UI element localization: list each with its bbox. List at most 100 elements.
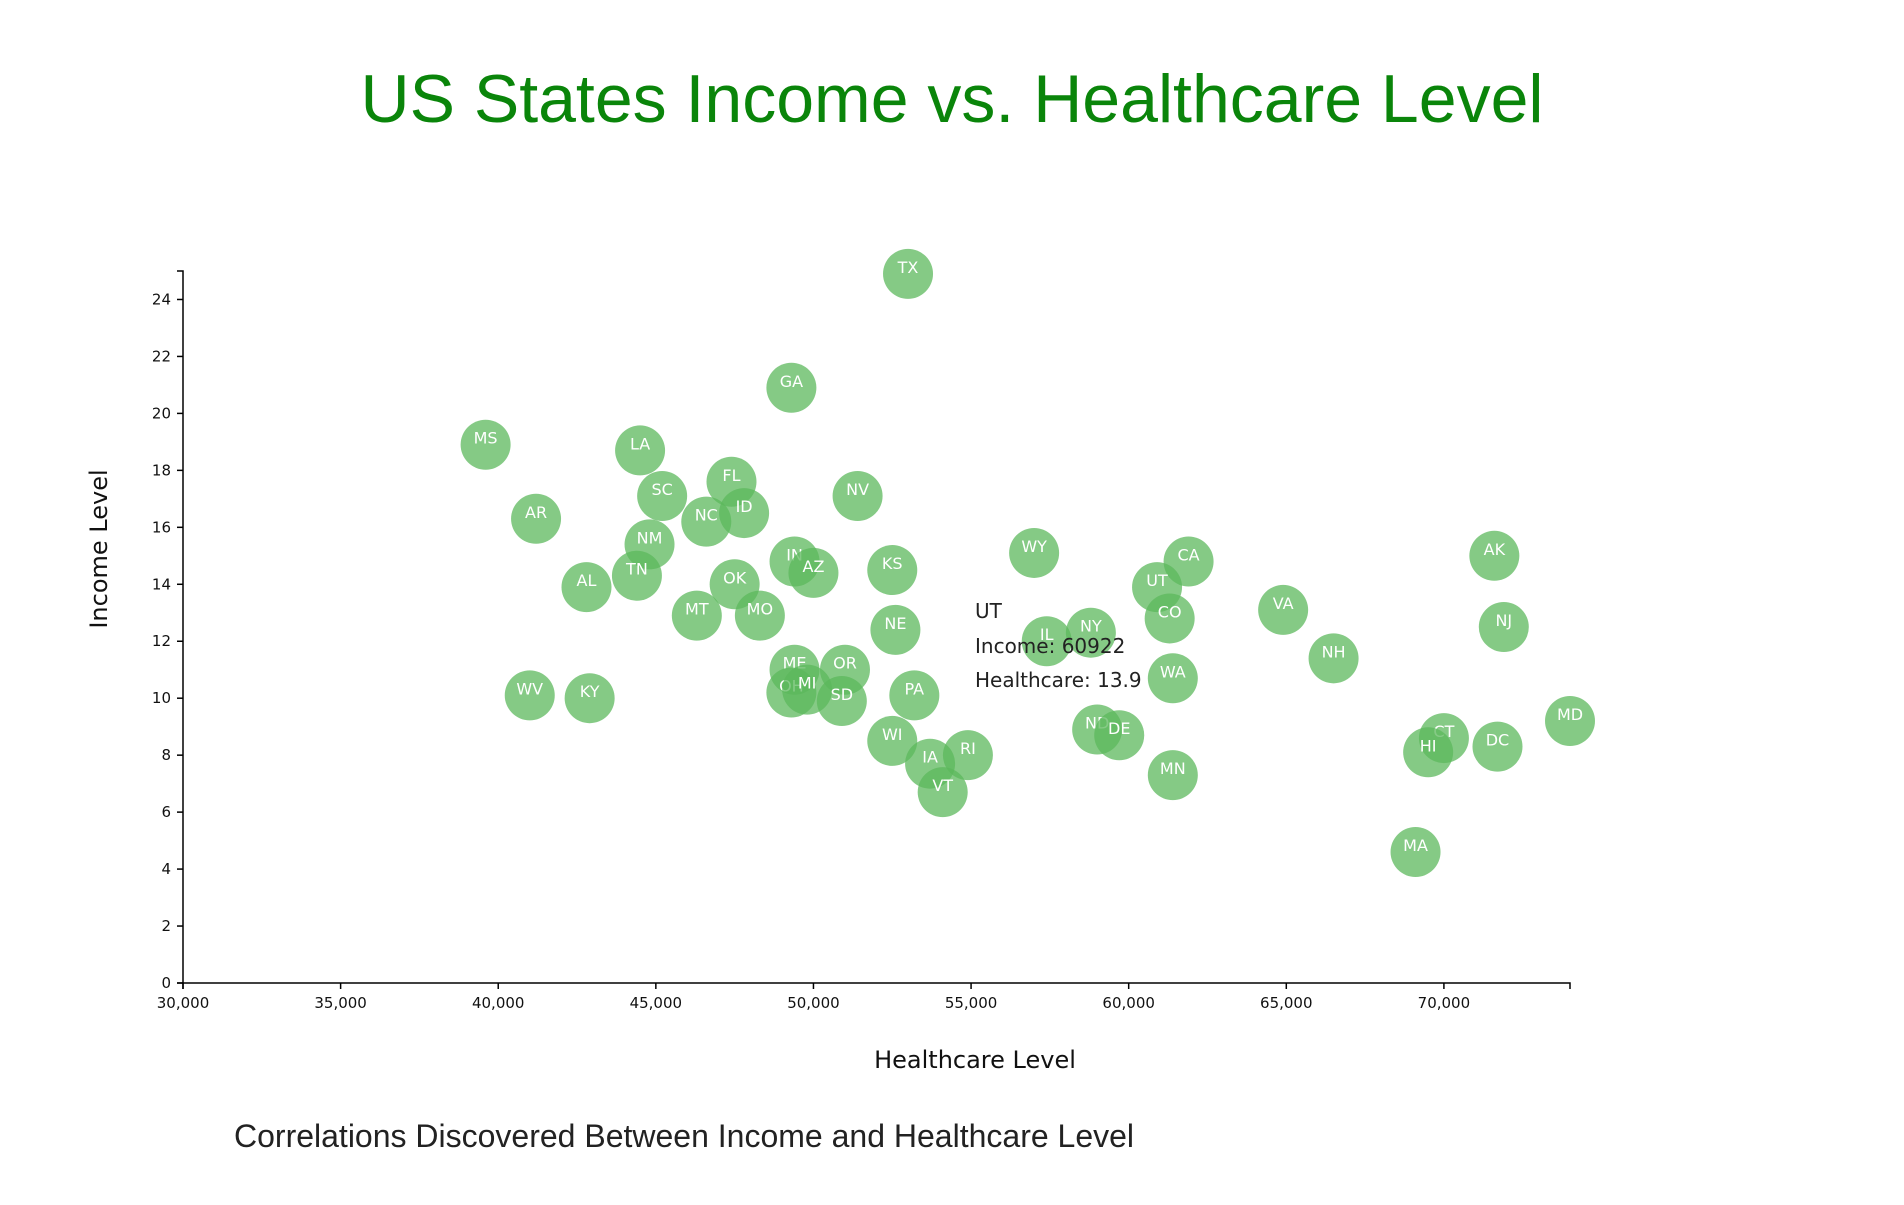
state-circle[interactable]	[719, 488, 770, 539]
state-circle[interactable]	[511, 493, 562, 544]
state-circle[interactable]	[561, 562, 612, 613]
tooltip-state: UT	[975, 599, 1003, 623]
state-circle[interactable]	[942, 730, 993, 781]
state-bubble-wy[interactable]: WY	[1009, 527, 1060, 578]
state-circle[interactable]	[1147, 750, 1198, 801]
state-bubble-ak[interactable]: AK	[1469, 530, 1520, 581]
x-tick-label: 45,000	[630, 994, 683, 1012]
state-circle[interactable]	[889, 670, 940, 721]
state-circle[interactable]	[1009, 527, 1060, 578]
state-bubble-nc[interactable]: NC	[681, 496, 732, 547]
state-label: WA	[1160, 662, 1186, 681]
state-circle[interactable]	[504, 670, 555, 721]
y-tick-label: 24	[152, 290, 171, 308]
state-bubble-de[interactable]: DE	[1094, 710, 1145, 761]
state-bubble-ar[interactable]: AR	[511, 493, 562, 544]
state-label: GA	[780, 372, 803, 391]
state-bubble-pa[interactable]: PA	[889, 670, 940, 721]
state-bubble-vt[interactable]: VT	[917, 767, 968, 818]
state-bubble-sd[interactable]: SD	[816, 676, 867, 727]
state-label: RI	[960, 739, 976, 758]
state-bubble-hi[interactable]: HI	[1403, 727, 1454, 778]
state-bubble-wi[interactable]: WI	[867, 715, 918, 766]
state-circle[interactable]	[460, 419, 511, 470]
state-bubble-az[interactable]: AZ	[788, 547, 839, 598]
state-label: CA	[1178, 545, 1200, 564]
state-circle[interactable]	[816, 676, 867, 727]
state-label: IL	[1040, 625, 1054, 644]
state-bubble-ms[interactable]: MS	[460, 419, 511, 470]
state-circle[interactable]	[734, 590, 785, 641]
state-circle[interactable]	[788, 547, 839, 598]
state-circle[interactable]	[766, 362, 817, 413]
state-circle[interactable]	[867, 545, 918, 596]
state-label: MI	[798, 674, 817, 693]
state-circle[interactable]	[917, 767, 968, 818]
state-bubble-il[interactable]: IL	[1021, 616, 1072, 667]
state-circle[interactable]	[671, 590, 722, 641]
x-tick-label: 55,000	[945, 994, 998, 1012]
state-label: MN	[1160, 759, 1186, 778]
state-bubble-wa[interactable]: WA	[1147, 653, 1198, 704]
state-circle[interactable]	[867, 715, 918, 766]
state-label: SC	[651, 480, 672, 499]
state-bubble-ne[interactable]: NE	[870, 604, 921, 655]
state-circle[interactable]	[1065, 607, 1116, 658]
state-circle[interactable]	[1021, 616, 1072, 667]
state-bubble-nv[interactable]: NV	[832, 470, 883, 521]
state-bubble-ks[interactable]: KS	[867, 545, 918, 596]
state-label: MA	[1403, 836, 1428, 855]
state-circle[interactable]	[564, 673, 615, 724]
state-bubble-ga[interactable]: GA	[766, 362, 817, 413]
state-circle[interactable]	[1390, 826, 1441, 877]
state-bubble-sc[interactable]: SC	[637, 470, 688, 521]
state-bubble-ky[interactable]: KY	[564, 673, 615, 724]
state-bubble-ny[interactable]: NY	[1065, 607, 1116, 658]
state-circle[interactable]	[883, 248, 934, 299]
state-circle[interactable]	[1258, 584, 1309, 635]
y-tick-label: 4	[161, 860, 171, 878]
state-bubble-id[interactable]: ID	[719, 488, 770, 539]
x-tick-label: 50,000	[787, 994, 840, 1012]
state-label: NH	[1322, 642, 1346, 661]
state-circle[interactable]	[1478, 602, 1529, 652]
state-circle[interactable]	[1308, 633, 1359, 684]
state-circle[interactable]	[681, 496, 732, 547]
state-bubble-la[interactable]: LA	[615, 425, 666, 476]
state-bubble-dc[interactable]: DC	[1472, 721, 1523, 772]
state-circle[interactable]	[1472, 721, 1523, 772]
state-bubble-md[interactable]: MD	[1545, 695, 1595, 746]
state-bubble-mo[interactable]: MO	[734, 590, 785, 641]
state-bubble-ri[interactable]: RI	[942, 730, 993, 781]
state-circle[interactable]	[1094, 710, 1145, 761]
state-circle[interactable]	[1144, 593, 1195, 644]
state-circle[interactable]	[1545, 695, 1595, 746]
state-bubble-nj[interactable]: NJ	[1478, 602, 1529, 652]
state-circle[interactable]	[1403, 727, 1454, 778]
y-tick-label: 20	[152, 404, 171, 422]
state-bubble-tx[interactable]: TX	[883, 248, 934, 299]
state-bubble-va[interactable]: VA	[1258, 584, 1309, 635]
state-circle[interactable]	[1147, 653, 1198, 704]
state-bubble-nh[interactable]: NH	[1308, 633, 1359, 684]
state-bubble-al[interactable]: AL	[561, 562, 612, 613]
state-bubble-tn[interactable]: TN	[611, 550, 662, 601]
state-circle[interactable]	[637, 470, 688, 521]
state-circle[interactable]	[1469, 530, 1520, 581]
state-label: UT	[1146, 571, 1168, 590]
state-circle[interactable]	[832, 470, 883, 521]
state-bubble-wv[interactable]: WV	[504, 670, 555, 721]
state-circle[interactable]	[611, 550, 662, 601]
state-bubble-co[interactable]: CO	[1144, 593, 1195, 644]
x-axis-line	[182, 982, 1571, 989]
state-label: NC	[695, 506, 718, 525]
tooltip-income: Income: 60922	[975, 634, 1125, 658]
state-label: MO	[747, 600, 773, 619]
state-bubble-mt[interactable]: MT	[671, 590, 722, 641]
state-bubble-ma[interactable]: MA	[1390, 826, 1441, 877]
state-bubble-mn[interactable]: MN	[1147, 750, 1198, 801]
state-circle[interactable]	[870, 604, 921, 655]
state-circle[interactable]	[615, 425, 666, 476]
x-tick-label: 30,000	[157, 994, 210, 1012]
